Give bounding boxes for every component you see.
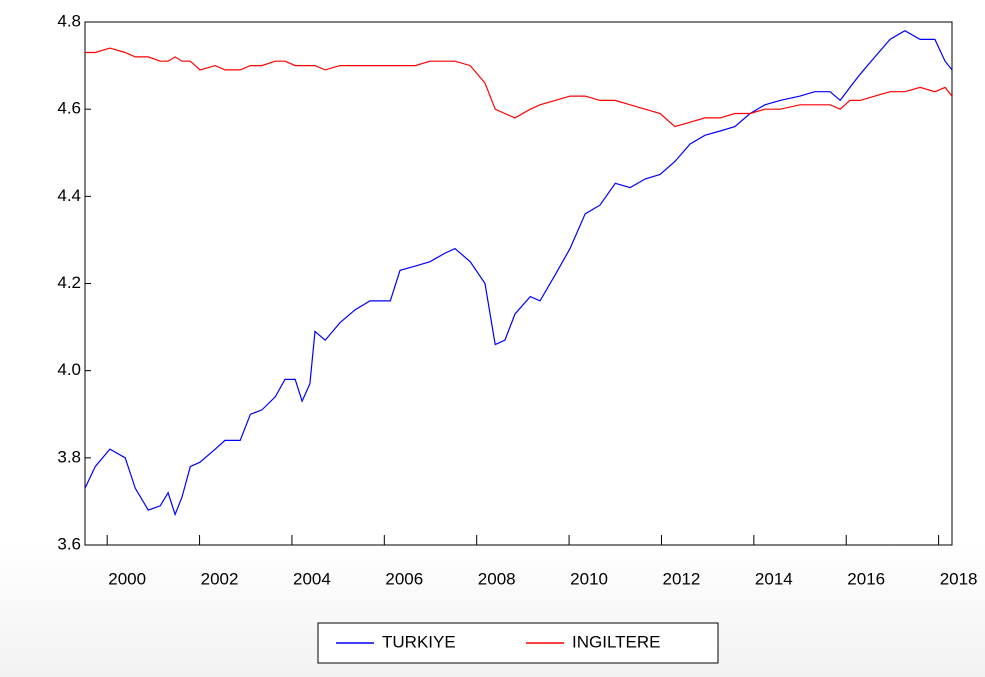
y-tick-label: 3.8 — [57, 447, 81, 466]
x-tick-label: 2002 — [201, 569, 239, 588]
x-tick-label: 2000 — [108, 569, 146, 588]
x-tick-label: 2012 — [663, 569, 701, 588]
x-tick-label: 2004 — [293, 569, 331, 588]
x-tick-label: 2014 — [755, 569, 793, 588]
plot-frame — [84, 21, 953, 546]
x-tick-label: 2018 — [940, 569, 978, 588]
x-tick-label: 2006 — [385, 569, 423, 588]
legend-box — [317, 622, 719, 664]
x-tick-label: 2008 — [478, 569, 516, 588]
y-tick-label: 4.0 — [57, 360, 81, 379]
legend-label: INGILTERE — [572, 632, 660, 651]
y-tick-label: 4.2 — [57, 273, 81, 292]
y-tick-label: 4.6 — [57, 99, 81, 118]
legend-label: TURKIYE — [382, 632, 456, 651]
series-line — [85, 47, 953, 128]
x-tick-label: 2016 — [847, 569, 885, 588]
x-tick-label: 2010 — [570, 569, 608, 588]
series-line — [84, 30, 953, 517]
y-tick-label: 4.4 — [57, 186, 81, 205]
y-tick-label: 3.6 — [57, 534, 81, 553]
y-tick-label: 4.8 — [57, 11, 81, 30]
